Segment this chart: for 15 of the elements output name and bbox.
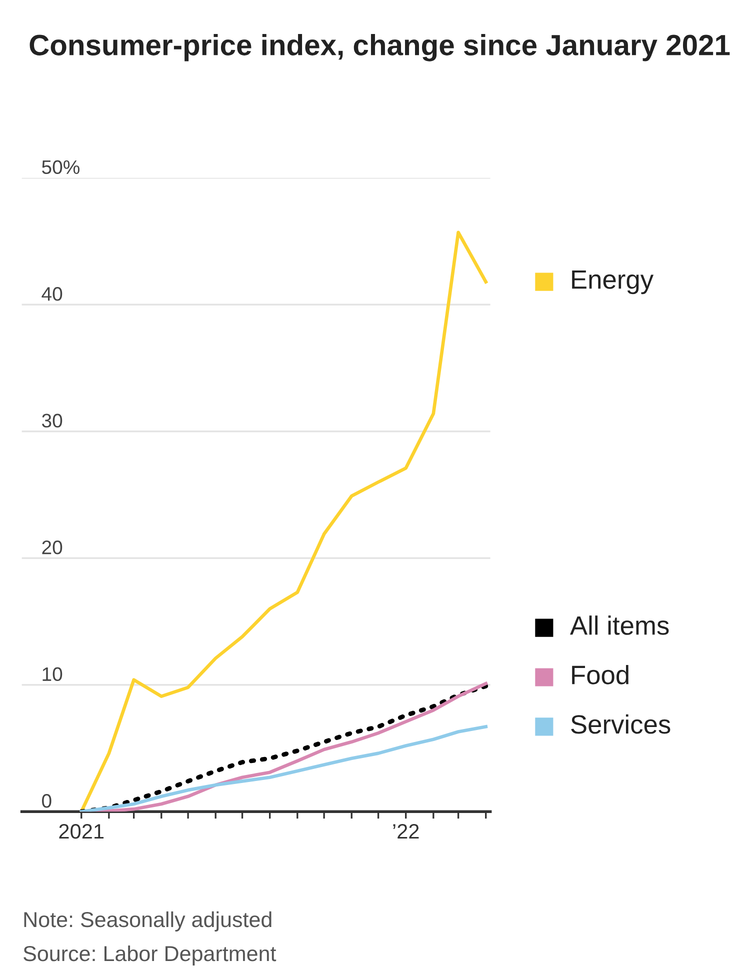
legend-label: Services bbox=[571, 714, 670, 734]
chart-title: Consumer-price index, change since January 2021 bbox=[30, 34, 730, 62]
x-tick-label: 2021 bbox=[59, 824, 104, 839]
source-note: Source: Labor Department bbox=[24, 945, 276, 966]
y-tick-label: 40 bbox=[42, 287, 62, 301]
y-tick-label: 10 bbox=[42, 667, 62, 682]
legend-label: Food bbox=[572, 664, 628, 684]
y-tick-label: 30 bbox=[42, 414, 62, 428]
x-tick-label: ’22 bbox=[393, 824, 419, 839]
y-tick-label: 50% bbox=[42, 160, 80, 174]
legend-label: All items bbox=[570, 616, 669, 635]
text: Note: Seasonally adjusted bbox=[24, 911, 272, 932]
y-tick-label: 20 bbox=[42, 540, 62, 554]
y-tick-label: 0 bbox=[42, 794, 52, 808]
legend-label: Energy bbox=[572, 270, 654, 294]
